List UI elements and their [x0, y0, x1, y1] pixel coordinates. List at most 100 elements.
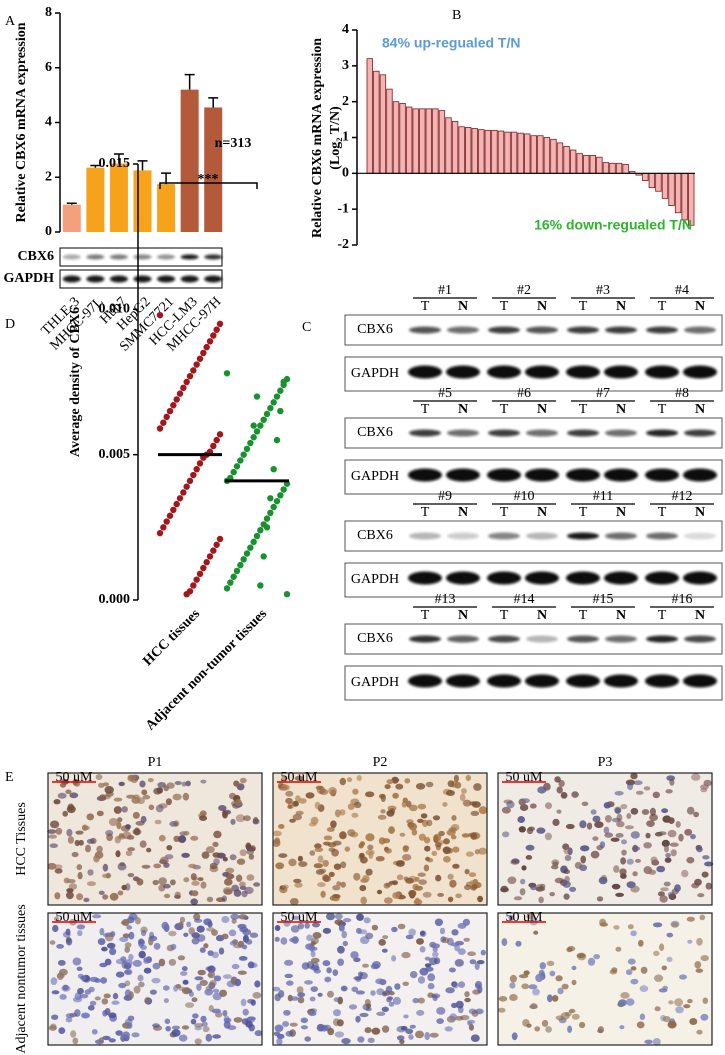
data-point [230, 468, 237, 476]
blot-band [133, 275, 152, 283]
nucleus [417, 803, 427, 810]
data-point [210, 332, 217, 339]
nucleus [326, 912, 335, 921]
nucleus [563, 847, 572, 855]
nucleus [645, 832, 651, 839]
ihc-frame [497, 912, 713, 1046]
nucleus [424, 966, 434, 972]
nucleus [417, 976, 426, 984]
nucleus [391, 955, 397, 962]
nucleus [115, 1030, 123, 1036]
nucleus [181, 781, 187, 787]
nucleus [633, 780, 643, 786]
row-title: Adjacent nontumor tissues [14, 904, 29, 1053]
nucleus [334, 809, 341, 818]
column-title: P3 [598, 755, 613, 770]
nucleus [254, 980, 261, 988]
nucleus [337, 945, 345, 954]
nucleus [663, 881, 671, 887]
nucleus [679, 974, 687, 980]
nucleus [47, 862, 57, 870]
data-point [240, 556, 247, 563]
nucleus [313, 863, 323, 869]
nucleus [498, 996, 508, 1002]
nucleus [638, 939, 644, 947]
data-point [180, 384, 187, 392]
nucleus [478, 847, 488, 855]
nucleus [408, 889, 417, 897]
data-point [200, 349, 207, 357]
data-point [230, 573, 237, 580]
nucleus [118, 781, 125, 787]
nucleus [664, 857, 672, 863]
nucleus [186, 921, 192, 928]
blot-band [684, 429, 716, 437]
nucleus [530, 1003, 538, 1010]
nucleus [592, 836, 599, 841]
nucleus [529, 803, 537, 809]
nucleus [621, 849, 627, 856]
nucleus [140, 815, 147, 824]
nucleus [627, 958, 636, 965]
panel-letter: A [5, 14, 16, 29]
nucleus [625, 998, 635, 1006]
nucleus [386, 809, 395, 817]
nucleus [50, 820, 60, 829]
bar [596, 156, 603, 174]
nucleus [365, 932, 374, 940]
nucleus [684, 828, 693, 836]
nucleus [68, 883, 78, 890]
nucleus [334, 919, 344, 925]
blot-band [683, 674, 717, 688]
data-point [196, 355, 204, 362]
data-point [273, 393, 281, 400]
ihc-background [498, 913, 712, 1045]
nucleus [635, 790, 644, 795]
lane-label: T [658, 608, 667, 623]
nucleus [474, 962, 480, 970]
nucleus [351, 812, 359, 818]
nucleus [472, 989, 481, 995]
nucleus [443, 856, 451, 863]
nucleus [465, 851, 474, 857]
ihc-image: 50 uM [47, 910, 263, 1046]
nucleus [298, 798, 307, 804]
nucleus [152, 1023, 160, 1028]
nucleus [690, 834, 696, 840]
nucleus [219, 989, 228, 997]
nucleus [332, 969, 339, 976]
nucleus [434, 957, 441, 965]
panel-letter: C [302, 320, 311, 335]
nucleus [414, 876, 420, 882]
nucleus [659, 895, 668, 903]
nucleus [630, 831, 640, 839]
nucleus [97, 938, 106, 946]
blot-band [566, 468, 600, 482]
nucleus [74, 1009, 81, 1017]
nucleus [392, 892, 400, 899]
nucleus [671, 921, 679, 928]
nucleus [104, 958, 112, 966]
nucleus [229, 940, 238, 946]
nucleus [77, 871, 83, 880]
bar [464, 127, 472, 174]
nucleus [701, 871, 709, 878]
nucleus [666, 956, 673, 963]
nucleus [101, 946, 108, 952]
nucleus [396, 1025, 406, 1033]
nucleus [126, 1022, 133, 1029]
nucleus [164, 893, 171, 899]
bar [86, 167, 105, 232]
nucleus [77, 930, 83, 937]
nucleus [652, 922, 663, 928]
nucleus [168, 930, 177, 937]
nucleus [659, 943, 665, 951]
sample-label: #14 [514, 592, 535, 607]
chart-title: n=313 [215, 136, 252, 151]
nucleus [654, 974, 664, 982]
nucleus [50, 1023, 57, 1030]
nucleus [643, 786, 651, 791]
data-point [216, 535, 224, 543]
nucleus [113, 797, 123, 802]
nucleus [304, 980, 313, 985]
